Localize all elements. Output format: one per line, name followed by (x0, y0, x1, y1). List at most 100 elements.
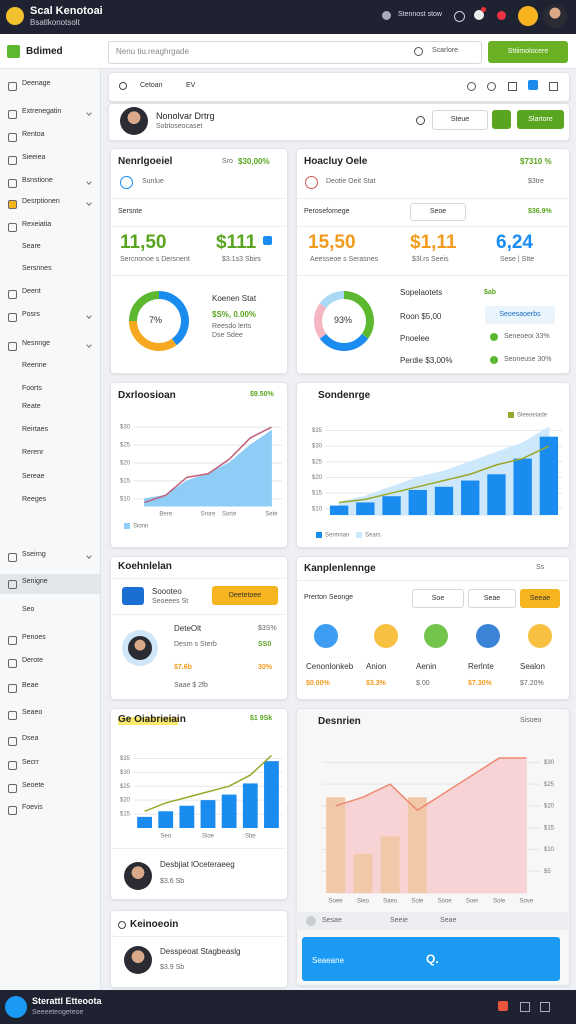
filter[interactable]: Sisoeo (520, 717, 542, 724)
summary-card (296, 148, 570, 374)
menu-item[interactable]: Reirtaes (22, 426, 49, 433)
menu-item[interactable]: Seo (22, 606, 35, 613)
menu-item[interactable]: Seaeo (22, 709, 43, 716)
primary-button[interactable]: Slartore (517, 110, 564, 129)
donut-segment (158, 291, 189, 346)
menu-item[interactable]: Beae (22, 682, 39, 689)
role: Desrn s Sterb (174, 641, 217, 648)
period: Sro (222, 158, 233, 165)
avatar[interactable] (543, 4, 567, 28)
menu-item[interactable]: Rexeiatia (22, 221, 52, 228)
menu-item[interactable]: Derote (22, 657, 44, 664)
line (339, 445, 550, 504)
menu-item[interactable]: Dsea (22, 735, 39, 742)
menu-icon (8, 580, 17, 589)
banner[interactable] (302, 937, 560, 981)
menu-item[interactable]: Foorts (22, 385, 42, 392)
menu-icon (8, 290, 17, 299)
metric-label: Aeesseoe s Serasnes (310, 256, 379, 263)
footer-title: Sterattl Etteoota (32, 996, 102, 1006)
icon[interactable] (540, 1002, 550, 1012)
button[interactable]: Soe (412, 589, 464, 608)
menu-icon (8, 659, 17, 668)
menu-item[interactable]: Rentoa (22, 131, 45, 138)
area-chart: $5 $10 $15 $20 $25 $30 Soee Sleo Saeo Sole Sooe Soe… (322, 757, 555, 905)
menu-item[interactable]: Reate (22, 403, 41, 410)
x-tick-label: Sete (265, 512, 278, 518)
menu-item[interactable]: Seoete (22, 782, 45, 789)
select[interactable]: Seoe (410, 203, 466, 221)
icon[interactable] (467, 82, 476, 91)
menu-item[interactable]: Deent (22, 288, 41, 295)
x-tick-label: Sbe (245, 834, 256, 840)
x-tick-label: Seo (160, 834, 171, 840)
bar (356, 502, 375, 515)
search-box[interactable] (108, 41, 482, 64)
icon[interactable] (474, 10, 484, 20)
bar (221, 794, 237, 828)
icon[interactable] (549, 82, 558, 91)
icon[interactable] (498, 1001, 508, 1011)
button[interactable]: Seae (468, 589, 516, 608)
view-select[interactable]: EV (186, 82, 196, 89)
menu-item[interactable]: Posrs (22, 311, 40, 318)
menu-item[interactable]: Sereae (22, 473, 45, 480)
search-button[interactable]: Scarlore (432, 47, 459, 54)
menu-item[interactable]: Deenage (22, 80, 51, 87)
menu-item[interactable]: Reeges (22, 496, 47, 503)
role-value: SS0 (258, 641, 272, 648)
menu-item[interactable]: Nesnnge (22, 340, 51, 347)
card-title: Dxrloosioan (118, 390, 176, 401)
select[interactable]: Steue (432, 110, 488, 130)
bar (353, 853, 373, 893)
menu-item[interactable]: Sieeiea (22, 154, 46, 161)
menu-item[interactable]: Foevis (22, 804, 43, 811)
menu-icon (8, 223, 17, 232)
card-title: Ge Oiabrieiain (118, 714, 186, 725)
menu-item[interactable]: Senigne (22, 578, 48, 585)
tag-value: $3tre (528, 178, 544, 185)
total: $30,00% (238, 157, 270, 166)
icon[interactable] (454, 11, 465, 22)
menu-item[interactable]: Rerenr (22, 449, 44, 456)
button[interactable]: Seeae (520, 589, 560, 608)
menu-item[interactable]: Seare (22, 243, 41, 250)
card-title: Koehnlelan (118, 561, 172, 572)
x-tick-label: Sooe (438, 899, 453, 905)
menu-item[interactable]: Penoes (22, 634, 46, 641)
menu-icon (8, 110, 17, 119)
chip[interactable]: Seoesaoerbs (485, 306, 555, 324)
icon[interactable] (528, 80, 538, 90)
action-button[interactable]: Sttiimolocere (488, 41, 568, 63)
menu-item[interactable]: Secrr (22, 759, 39, 766)
search-icon[interactable] (119, 82, 127, 90)
banner-value: Q. (426, 952, 439, 966)
search-icon[interactable] (414, 47, 423, 56)
filter[interactable]: Ss (536, 564, 545, 571)
divider (110, 936, 286, 937)
icon[interactable] (518, 6, 538, 26)
y-tick-label: $30 (312, 444, 323, 450)
menu-item[interactable]: Sseirng (22, 551, 46, 558)
icon[interactable] (520, 1002, 530, 1012)
donut-segment (314, 303, 327, 339)
icon-button[interactable] (492, 110, 511, 129)
user-name[interactable]: Stennost stow (398, 11, 442, 18)
menu-item[interactable]: Bsnstione (22, 177, 53, 184)
icon[interactable] (487, 82, 496, 91)
legend-label: Sionn (133, 524, 148, 530)
divider (110, 226, 286, 227)
total: $7310 % (520, 157, 552, 166)
menu-item[interactable]: Reenne (22, 362, 47, 369)
menu-icon (8, 342, 17, 351)
search-icon[interactable] (416, 116, 425, 125)
icon[interactable] (497, 11, 506, 20)
menu-item[interactable]: Desrptionen (22, 198, 60, 205)
footer-bar (0, 990, 576, 1024)
bar (158, 811, 174, 828)
icon[interactable] (508, 82, 517, 91)
menu-item[interactable]: Extrenegatin (22, 108, 62, 115)
button[interactable]: Deetetoee (212, 586, 278, 605)
filter-select[interactable]: Cetoan (140, 82, 163, 89)
menu-item[interactable]: Sersnnes (22, 265, 52, 272)
